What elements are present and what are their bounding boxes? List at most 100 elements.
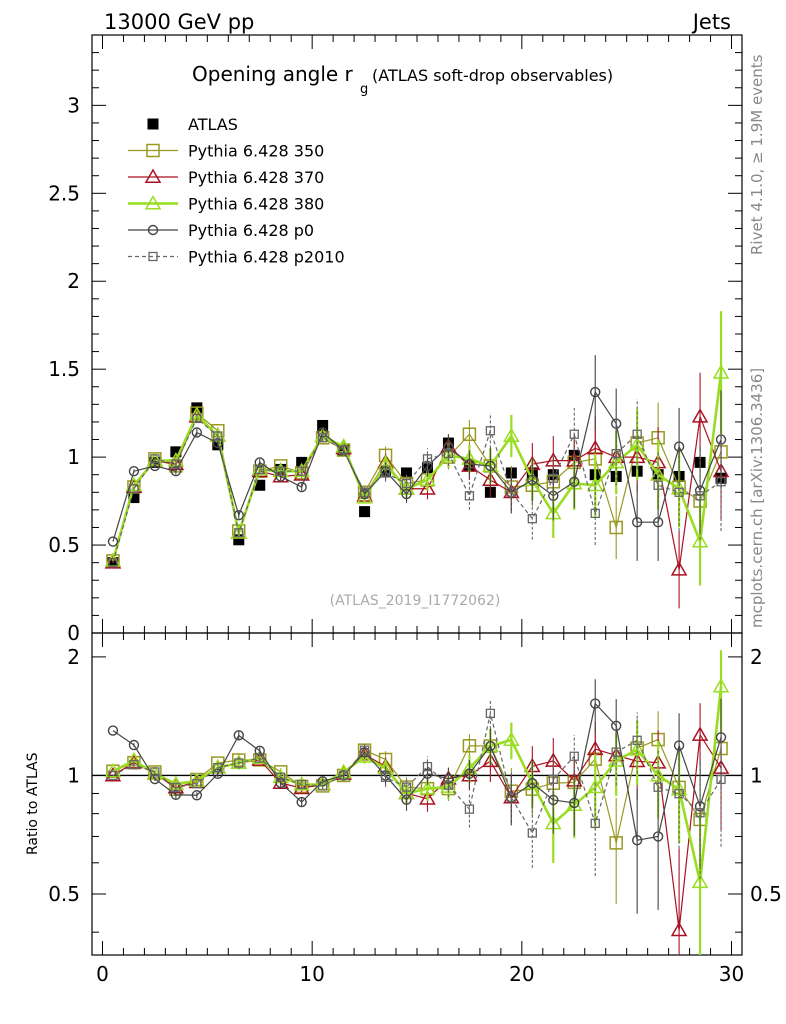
legend-entry-0: ATLAS (147, 115, 238, 134)
ratio-point (569, 797, 580, 809)
data-point (485, 460, 496, 472)
ratio-point (673, 740, 685, 751)
ratio-point (276, 772, 286, 782)
ratio-point (715, 732, 727, 743)
data-point (380, 468, 391, 478)
ratio-point (462, 739, 477, 753)
series-line (112, 390, 722, 542)
data-point (191, 427, 203, 438)
data-point (716, 477, 726, 487)
legend-label: Pythia 6.428 370 (188, 168, 324, 187)
data-point (213, 431, 223, 441)
legend-entry-2: Pythia 6.428 370 (128, 168, 324, 187)
ratio-point (191, 790, 203, 801)
y-tick-label: 0.5 (48, 533, 80, 557)
data-point (422, 460, 433, 472)
data-point (631, 516, 643, 528)
data-point (170, 446, 182, 458)
data-point (297, 466, 307, 476)
legend-marker (146, 143, 160, 158)
data-point (192, 413, 202, 424)
data-point (254, 479, 266, 491)
chart-title: Opening angle r g (ATLAS soft-drop obser… (192, 62, 613, 97)
ratio-point (419, 790, 436, 805)
data-point (128, 465, 140, 477)
data-point (338, 445, 349, 455)
legend-entry-5: Pythia 6.428 p2010 (128, 248, 345, 267)
ratio-point (296, 796, 307, 808)
ratio-point (297, 779, 307, 790)
ratio-line (112, 686, 723, 883)
series-4 (107, 355, 727, 561)
data-point (611, 448, 621, 459)
data-point (590, 508, 600, 519)
data-point (317, 433, 328, 443)
ratio-point (607, 752, 625, 767)
ratio-point (628, 741, 646, 756)
data-point (443, 448, 454, 459)
data-point (527, 514, 537, 524)
data-point (276, 466, 286, 476)
data-point (401, 478, 412, 489)
ratio-point (569, 751, 579, 761)
ratio-series-3 (104, 650, 730, 955)
ratio-point (527, 777, 538, 789)
ratio-point (670, 921, 688, 937)
data-point (443, 441, 454, 452)
ratio-point (691, 873, 709, 889)
ratio-point (338, 770, 349, 781)
ratio-point (422, 768, 433, 779)
legend-label: ATLAS (188, 115, 238, 134)
ratio-point (401, 782, 412, 792)
ratio-point (712, 678, 730, 693)
data-point (506, 487, 517, 497)
legend-entry-1: Pythia 6.428 350 (128, 142, 324, 161)
ratio-point (691, 726, 709, 741)
data-point (674, 487, 684, 497)
data-point (482, 471, 499, 486)
ratio-point (632, 735, 642, 745)
ratio-y-tick-label-right: 0.5 (750, 882, 782, 906)
ratio-point (548, 774, 558, 784)
data-point (422, 454, 433, 464)
data-point (149, 460, 161, 472)
ratio-point (485, 740, 496, 752)
ratio-point (380, 772, 391, 782)
ratio-y-tick-label-right: 1 (750, 763, 763, 787)
ratio-point (631, 835, 643, 846)
legend-label: Pythia 6.428 p0 (188, 221, 314, 240)
series-layer (104, 311, 730, 955)
legend: ATLAS Pythia 6.428 350 Pythia 6.428 370 Pyt… (128, 115, 345, 267)
ratio-point (128, 739, 140, 751)
ratio-line (112, 702, 722, 841)
series-5 (108, 399, 726, 568)
ratio-point (674, 789, 684, 799)
analysis-id: (ATLAS_2019_I1772062) (330, 593, 501, 609)
data-point (296, 481, 307, 493)
series-line (112, 412, 722, 562)
data-point (107, 536, 119, 547)
x-tick-label: 30 (719, 962, 744, 986)
y-tick-label: 3 (67, 93, 80, 117)
ratio-point (716, 774, 726, 785)
side-label-bottom: mcplots.cern.ch [arXiv:1306.3436] (748, 368, 766, 628)
y-tick-label: 2.5 (48, 181, 80, 205)
data-point (233, 509, 244, 521)
ratio-point (464, 768, 475, 779)
ratio-point (150, 767, 160, 777)
axes: 0 10 20 30 0 0.5 1 1.5 2 2.5 3 0.5 0.5 1 1 2 2 (48, 34, 782, 986)
data-point (317, 419, 329, 431)
ratio-point (108, 770, 118, 781)
data-point (108, 557, 118, 568)
y-tick-label: 1 (67, 445, 80, 469)
ratio-line (112, 733, 722, 931)
ratio-y-tick-label: 0.5 (48, 882, 80, 906)
legend-marker (147, 224, 159, 236)
ratio-point (506, 792, 517, 803)
legend-label: Pythia 6.428 380 (188, 195, 324, 214)
ratio-point (527, 828, 537, 838)
ratio-point (213, 762, 223, 773)
data-point (694, 485, 706, 496)
ratio-point (609, 836, 623, 850)
